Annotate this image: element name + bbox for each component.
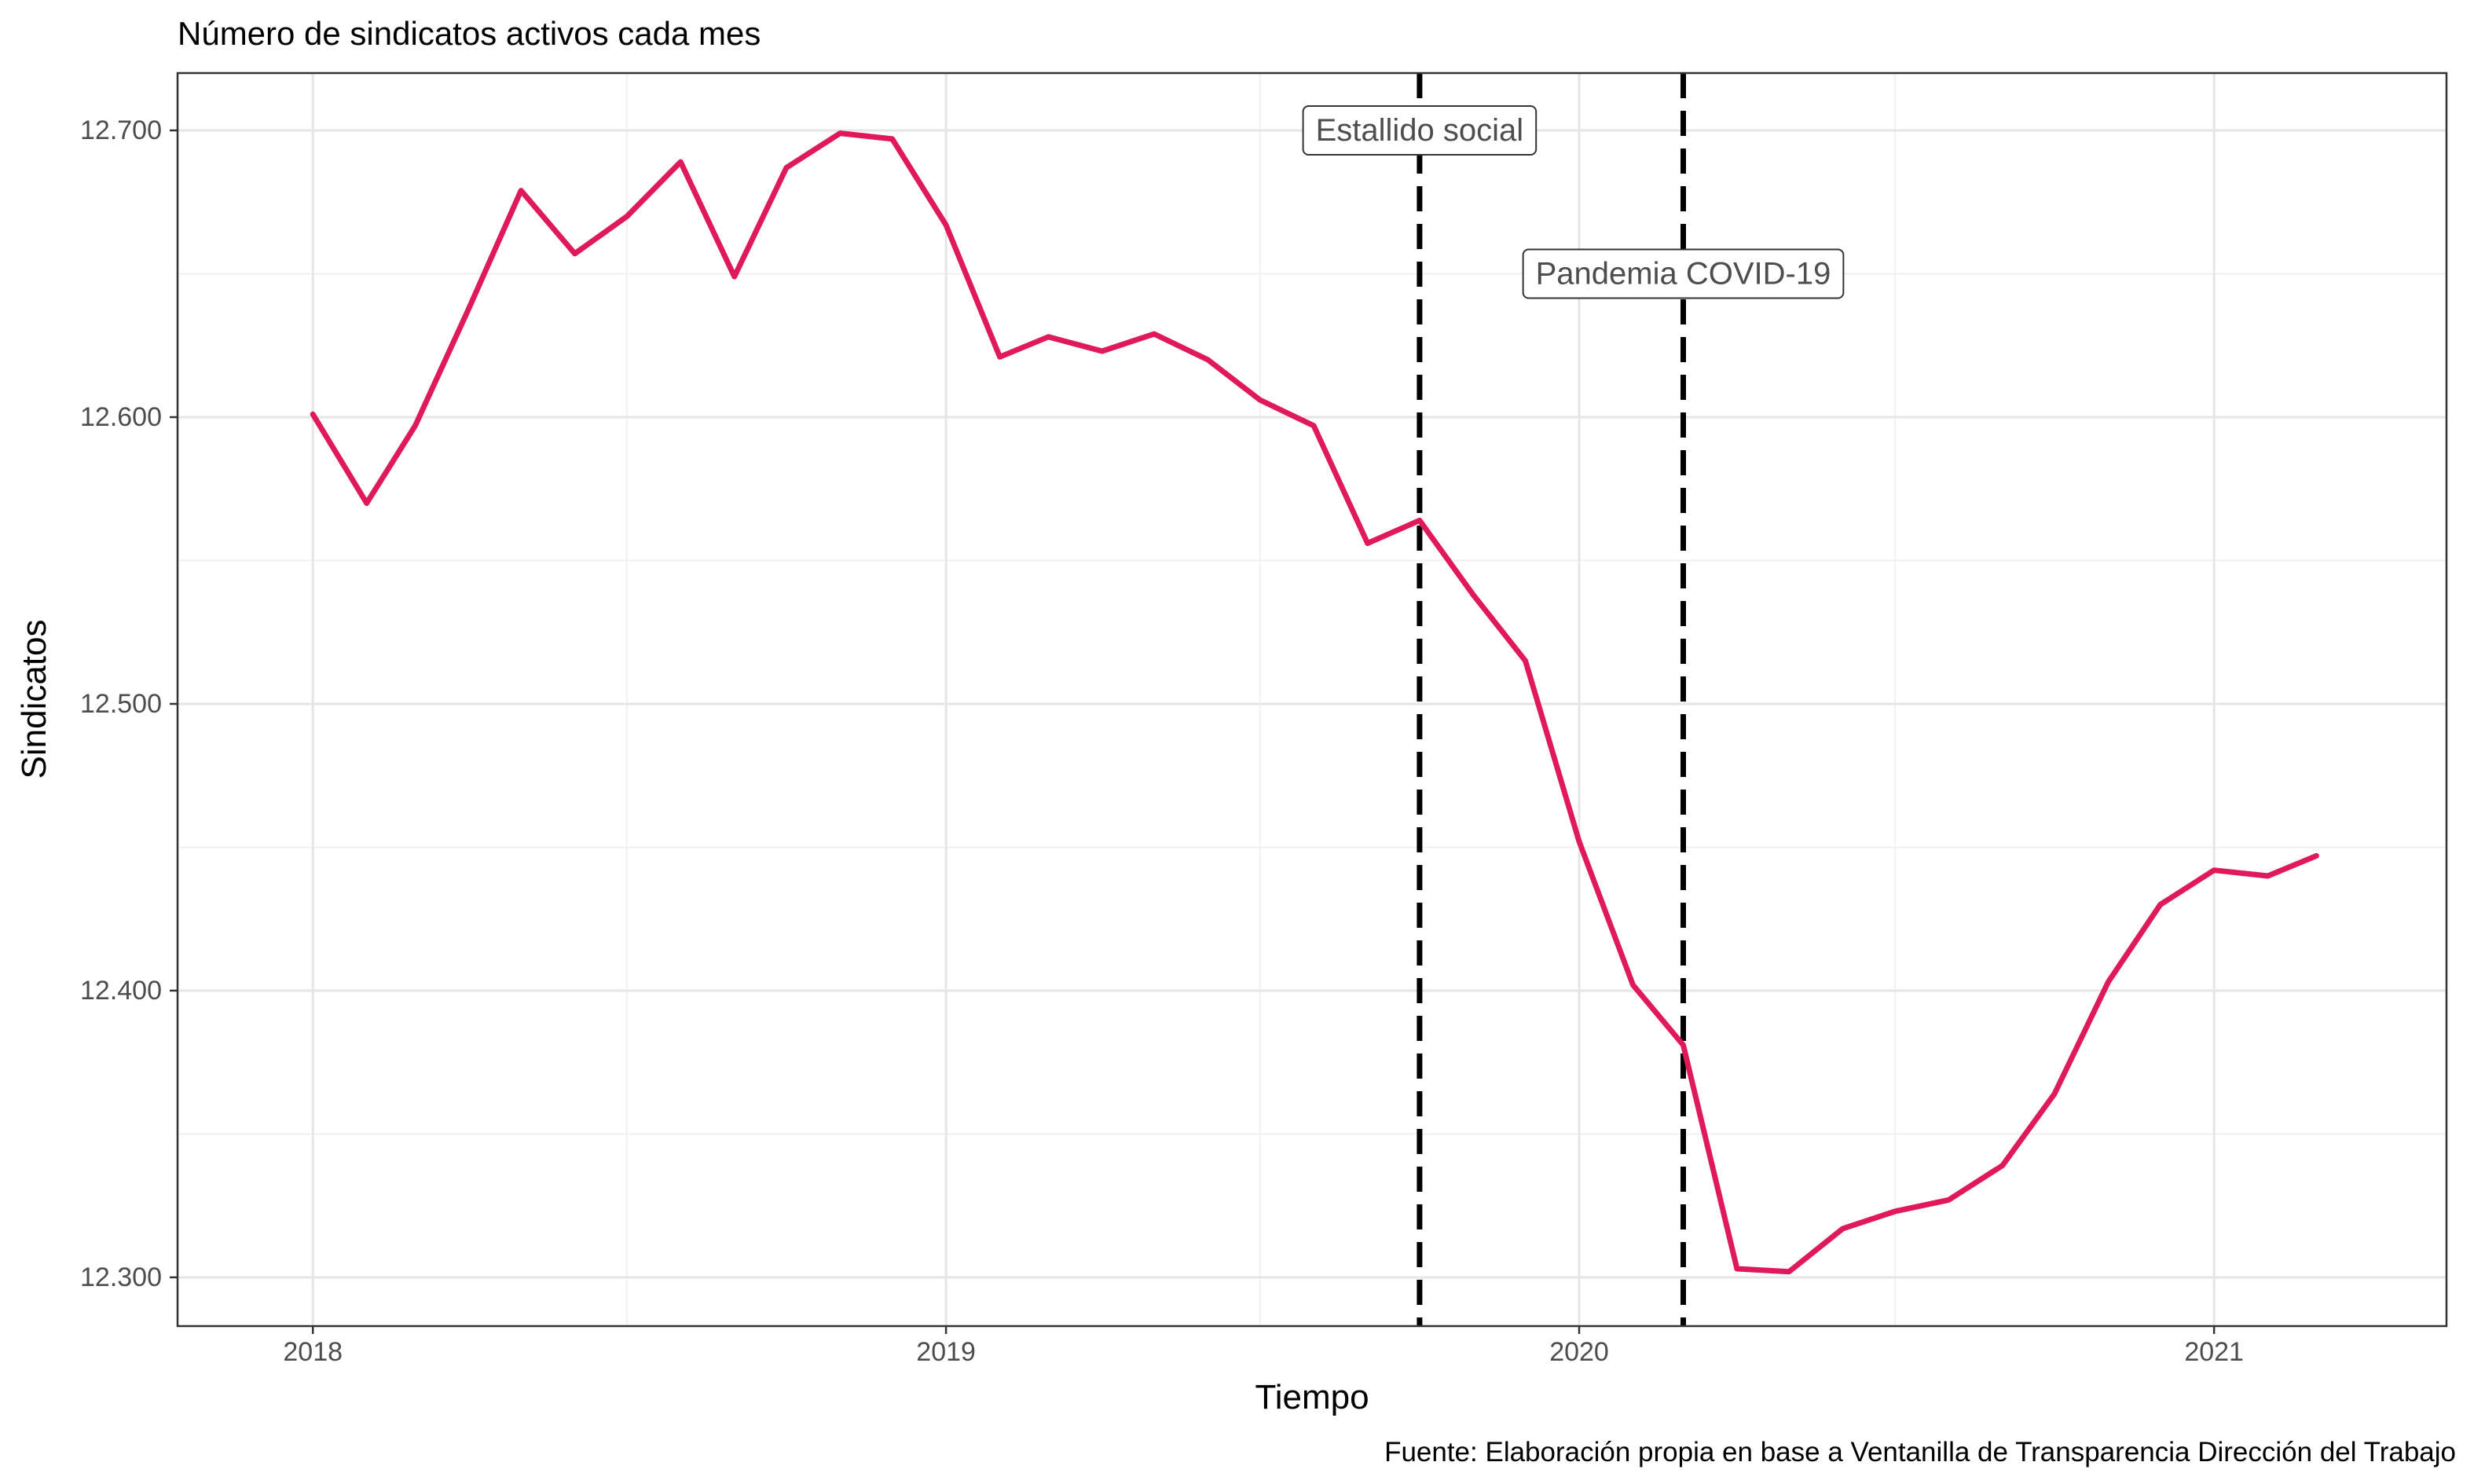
y-tick-label: 12.400: [80, 976, 162, 1006]
y-tick-label: 12.600: [80, 402, 162, 432]
x-tick-label: 2020: [1549, 1337, 1609, 1367]
y-tick-label: 12.500: [80, 689, 162, 719]
annotation-label: Pandemia COVID-19: [1522, 248, 1845, 299]
x-axis-title: Tiempo: [1255, 1378, 1369, 1416]
y-tick-label: 12.700: [80, 115, 162, 145]
minor-gridlines: [178, 73, 2447, 1326]
series-line: [310, 130, 2319, 1275]
annotation-labels: Estallido social Pandemia COVID-19: [1302, 104, 1845, 299]
x-tick-label: 2019: [916, 1337, 976, 1367]
chart-title: Número de sindicatos activos cada mes: [178, 15, 761, 52]
annotation-label: Estallido social: [1302, 104, 1538, 156]
major-gridlines: [178, 73, 2447, 1326]
y-axis-title: Sindicatos: [15, 619, 53, 779]
x-tick-label: 2021: [2184, 1337, 2244, 1367]
annotation-label-box: [1522, 248, 1845, 299]
plot-panel-border: [176, 71, 2448, 1328]
chart-caption: Fuente: Elaboración propia en base a Ven…: [1384, 1437, 2456, 1468]
x-tick-label: 2018: [283, 1337, 343, 1367]
annotation-label-text: Pandemia COVID-19: [1536, 256, 1831, 291]
x-axis: 2018 2019 2020 2021: [283, 1326, 2244, 1367]
y-tick-label: 12.300: [80, 1262, 162, 1292]
annotation-label-box: [1302, 104, 1538, 156]
annotation-label-text: Estallido social: [1316, 113, 1524, 148]
y-axis: 12.300 12.400 12.500 12.600 12.700: [80, 115, 178, 1292]
